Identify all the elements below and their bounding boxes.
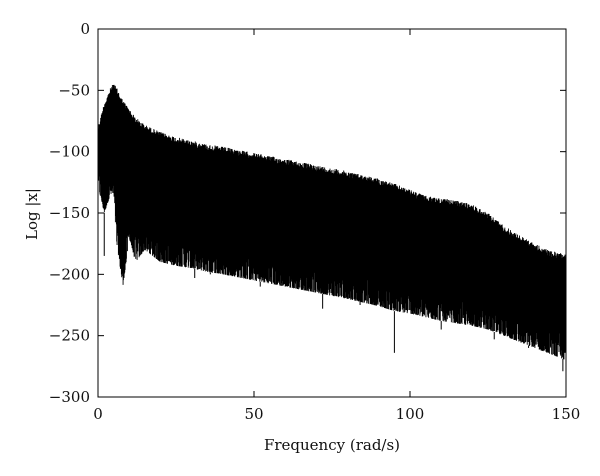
- y-tick-label: −250: [49, 327, 90, 345]
- x-axis-ticks: 0 50 100 150: [93, 29, 580, 423]
- x-tick-label: 100: [396, 405, 425, 423]
- y-tick-label: −200: [49, 265, 90, 283]
- y-tick-label: −150: [49, 204, 90, 222]
- x-axis-label: Frequency (rad/s): [264, 436, 400, 454]
- y-axis-label: Log |x|: [23, 188, 41, 240]
- spectrum-trace: [97, 84, 567, 360]
- y-tick-label: 0: [80, 20, 90, 38]
- x-tick-label: 0: [93, 405, 103, 423]
- plot-area: [97, 28, 567, 398]
- y-tick-label: −100: [49, 143, 90, 161]
- y-axis-ticks: −300 −250 −200 −150 −100 −50 0: [49, 20, 566, 406]
- y-tick-label: −50: [58, 81, 90, 99]
- x-tick-label: 50: [244, 405, 263, 423]
- y-tick-label: −300: [49, 388, 90, 406]
- x-tick-label: 150: [552, 405, 581, 423]
